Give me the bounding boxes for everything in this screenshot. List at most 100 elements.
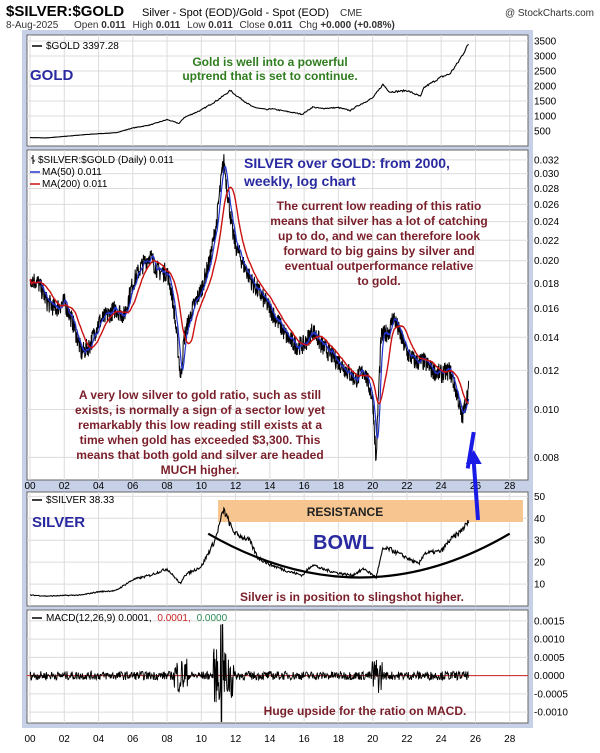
y-tick-label: 50: [534, 492, 546, 503]
up-arrow-head: [465, 450, 482, 464]
silver-series: [29, 506, 470, 597]
y-tick-label: 0.012: [534, 366, 559, 377]
silver-legend: $SILVER 38.33: [32, 495, 115, 506]
silver-price-line: [29, 506, 470, 597]
close-label: Close: [240, 20, 266, 31]
resistance-label: RESISTANCE: [307, 505, 383, 519]
silver-panel-title: SILVER: [32, 514, 85, 531]
y-tick-label: -0.0005: [534, 689, 568, 700]
gold-legend: $GOLD 3397.28: [32, 41, 119, 52]
macd-legend-label: MACD(12,26,9) 0.0001, 0.0001, 0.0000: [46, 613, 228, 624]
y-tick-label: 0.030: [534, 169, 559, 180]
macd-legend-main: MACD(12,26,9) 0.0001,: [46, 613, 152, 624]
x-tick-label: 18: [333, 481, 345, 492]
ratio-price-line: [29, 154, 470, 461]
x-tick-label: 04: [93, 481, 105, 492]
exchange-label: CME: [340, 8, 363, 19]
chg-label: Chg: [299, 20, 317, 31]
ma200-legend-label: MA(200) 0.011: [42, 179, 108, 190]
silver-annotation: Silver is in position to slingshot highe…: [240, 590, 464, 604]
x-tick-label: 26: [470, 734, 482, 745]
x-tick-label: 16: [299, 481, 311, 492]
x-tick-label: 20: [367, 481, 379, 492]
chart-title: $SILVER:$GOLD: [6, 3, 124, 20]
x-tick-label: 06: [127, 734, 139, 745]
x-tick-label: 22: [401, 734, 413, 745]
gold-annotation-line-1: Gold is well into a powerful: [192, 55, 347, 69]
y-tick-label: 0.0005: [534, 653, 565, 664]
y-tick-label: 0.0000: [534, 671, 565, 682]
y-tick-label: 0.0015: [534, 616, 565, 627]
ratio-top-line-5: eventual outperformance relative: [285, 259, 474, 273]
open-value: 0.011: [101, 20, 126, 31]
x-tick-label: 16: [299, 734, 311, 745]
gold-panel: [26, 34, 529, 147]
ratio-bottom-line-6: MUCH higher.: [161, 463, 240, 477]
resistance-band: [218, 500, 523, 522]
ratio-annotation-bottom: A very low silver to gold ratio, such as…: [75, 388, 325, 477]
x-tick-label: 22: [401, 481, 413, 492]
macd-legend-value-2: 0.0001,: [157, 613, 190, 624]
chart-date: 8-Aug-2025: [6, 20, 59, 31]
ratio-legend-label: $SILVER:$GOLD (Daily) 0.011: [38, 155, 174, 166]
ratio-ma50-line: [29, 165, 470, 440]
y-tick-label: 0.008: [534, 453, 559, 464]
ratio-bottom-line-2: exists, is normally a sign of a sector l…: [75, 403, 325, 417]
gold-price-line: [29, 43, 469, 139]
x-tick-label: 14: [264, 481, 276, 492]
macd-annotation: Huge upside for the ratio on MACD.: [264, 704, 467, 718]
y-tick-label: 0.028: [534, 184, 559, 195]
y-tick-label: 500: [534, 127, 551, 138]
ratio-top-line-2: means that silver has a lot of catching: [270, 214, 487, 228]
ratio-annotation-top: The current low reading of this ratio me…: [270, 199, 487, 288]
y-tick-label: 0.022: [534, 236, 559, 247]
y-tick-label: 0.020: [534, 256, 559, 267]
gold-legend-label: $GOLD 3397.28: [46, 41, 119, 52]
y-tick-label: 30: [534, 536, 546, 547]
low-value: 0.011: [208, 20, 233, 31]
ratio-bottom-line-5: means that both gold and silver are head…: [76, 448, 323, 462]
y-tick-label: 2500: [534, 67, 557, 78]
y-tick-label: 1500: [534, 97, 557, 108]
ratio-top-line-6: to gold.: [357, 274, 400, 288]
x-tick-label: 12: [230, 734, 242, 745]
ratio-headline-line-1: SILVER over GOLD: from 2000,: [244, 155, 450, 171]
low-label: Low: [187, 20, 206, 31]
ratio-bottom-line-1: A very low silver to gold ratio, such as…: [79, 388, 321, 402]
open-label: Open: [74, 20, 98, 31]
y-tick-label: 3500: [534, 37, 557, 48]
up-arrow-shaft: [471, 461, 480, 521]
y-tick-label: 10: [534, 580, 546, 591]
x-tick-label: 02: [59, 734, 71, 745]
y-tick-label: 2000: [534, 82, 557, 93]
x-tick-label: 20: [367, 734, 379, 745]
y-tick-label: 0.032: [534, 155, 559, 166]
ma50-legend-label: MA(50) 0.011: [42, 167, 102, 178]
ratio-headline-line-2: weekly, log chart: [243, 173, 356, 189]
y-tick-label: 0.018: [534, 279, 559, 290]
y-tick-label: 0.014: [534, 333, 559, 344]
x-tick-label: 08: [162, 481, 174, 492]
y-tick-label: 0.024: [534, 217, 559, 228]
y-tick-label: 0.026: [534, 200, 559, 211]
ratio-top-line-1: The current low reading of this ratio: [277, 199, 482, 213]
y-tick-label: 0.010: [534, 405, 559, 416]
chart-header: $SILVER:$GOLD Silver - Spot (EOD)/Gold -…: [6, 3, 594, 31]
ratio-bottom-line-4: time when gold has exceeded $3,300. This: [80, 433, 321, 447]
bowl-label: BOWL: [313, 532, 374, 554]
silver-legend-label: $SILVER 38.33: [46, 495, 115, 506]
y-tick-label: 3000: [534, 52, 557, 63]
x-tick-label: 10: [196, 734, 208, 745]
y-tick-label: 1000: [534, 112, 557, 123]
chart-subtitle: Silver - Spot (EOD)/Gold - Spot (EOD): [142, 7, 329, 19]
x-tick-label: 04: [93, 734, 105, 745]
source-label: @ StockCharts.com: [505, 8, 594, 19]
gold-annotation-line-2: uptrend that is set to continue.: [182, 69, 357, 83]
x-tick-label: 28: [504, 734, 516, 745]
ratio-top-line-4: forward to big gains by silver and: [283, 244, 474, 258]
ratio-ma200-line: [29, 186, 469, 405]
close-value: 0.011: [268, 20, 293, 31]
high-label: High: [133, 20, 154, 31]
ratio-series: [29, 154, 470, 461]
